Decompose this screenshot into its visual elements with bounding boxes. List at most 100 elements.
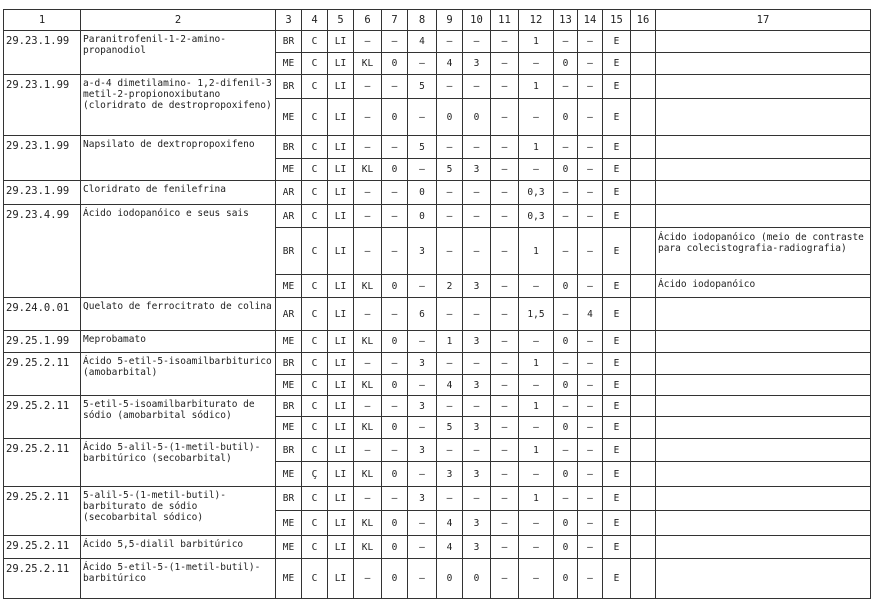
value-cell-col-5: LI: [327, 352, 354, 375]
substance-name-cell: a-d-4 dimetilamino- 1,2-difenil-3 metil-…: [80, 74, 276, 136]
value-cell-col-5: LI: [327, 74, 354, 99]
column-header-9: 9: [436, 9, 463, 31]
value-cell-col-6: –: [353, 135, 382, 159]
value-cell-col-3: ME: [275, 461, 302, 487]
value-cell-col-7: 0: [381, 330, 408, 353]
value-cell-col-14: –: [577, 395, 603, 417]
value-cell-col-16: [630, 227, 656, 275]
value-cell-col-15: E: [602, 158, 631, 181]
table-row: 29.23.4.99 Ácido iodopanóico e seus sais A…: [3, 204, 871, 298]
table-row: 29.23.1.99 Napsilato de dextropropoxifeno…: [3, 135, 871, 181]
value-cell-col-6: –: [353, 297, 382, 331]
value-cell-col-5: LI: [327, 486, 354, 511]
substance-name-cell: Ácido iodopanóico e seus sais: [80, 204, 276, 298]
column-header-2: 2: [80, 9, 276, 31]
value-cell-col-6: –: [353, 74, 382, 99]
value-cell-col-16: [630, 461, 656, 487]
remark-cell: [655, 180, 871, 205]
value-cell-col-15: E: [602, 180, 631, 205]
table-row: ME C LI KL 0–2 3– –0– E Ácido iodopanóico: [4, 274, 871, 298]
value-cell-col-12: –: [518, 558, 554, 599]
value-cell-col-5: LI: [327, 461, 354, 487]
value-cell-col-11: –: [490, 438, 519, 462]
value-cell-col-16: [630, 135, 656, 159]
value-cell-col-16: [630, 416, 656, 439]
value-cell-col-16: [630, 98, 656, 136]
value-cell-col-10: –: [462, 486, 491, 511]
value-cell-col-11: –: [490, 30, 519, 53]
value-cell-col-4: C: [301, 30, 328, 53]
value-cell-col-4: C: [301, 158, 328, 181]
value-cell-col-14: 4: [577, 297, 603, 331]
value-cell-col-4: C: [301, 135, 328, 159]
value-cell-col-15: E: [602, 30, 631, 53]
column-header-7: 7: [381, 9, 408, 31]
value-cell-col-11: –: [490, 374, 519, 396]
remark-cell: [655, 330, 871, 353]
table-row: BR C LI – –3– – –1– – E Ácido iodopanóico (meio d…: [4, 227, 871, 275]
value-cell-col-14: –: [577, 330, 603, 353]
value-cell-col-8: 3: [407, 395, 437, 417]
value-cell-col-5: LI: [327, 558, 354, 599]
value-cell-col-15: E: [602, 486, 631, 511]
value-cell-col-3: ME: [275, 52, 302, 75]
value-cell-col-6: KL: [353, 416, 382, 439]
value-cell-col-14: –: [577, 135, 603, 159]
value-cell-col-14: –: [577, 352, 603, 375]
value-cell-col-6: –: [353, 438, 382, 462]
value-cell-col-4: C: [301, 374, 328, 396]
value-cell-col-10: 0: [462, 98, 491, 136]
value-cell-col-12: 1: [518, 227, 554, 275]
value-cell-col-8: –: [407, 330, 437, 353]
value-cell-col-15: E: [602, 416, 631, 439]
value-cell-col-5: LI: [327, 297, 354, 331]
value-cell-col-10: –: [462, 204, 491, 228]
value-cell-col-5: LI: [327, 374, 354, 396]
code-cell: 29.23.1.99: [3, 74, 81, 136]
value-cell-col-12: –: [518, 535, 554, 559]
value-cell-col-12: 1: [518, 352, 554, 375]
value-cell-col-9: 4: [436, 535, 463, 559]
value-cell-col-8: –: [407, 510, 437, 536]
value-cell-col-8: 0: [407, 204, 437, 228]
value-cell-col-16: [630, 204, 656, 228]
value-cell-col-15: E: [602, 374, 631, 396]
value-cell-col-9: –: [436, 135, 463, 159]
value-cell-col-7: –: [381, 438, 408, 462]
column-header-1: 1: [3, 9, 81, 31]
value-cell-col-16: [630, 158, 656, 181]
value-cell-col-5: LI: [327, 30, 354, 53]
value-cell-col-13: –: [553, 438, 578, 462]
value-cell-col-16: [630, 510, 656, 536]
value-cell-col-16: [630, 486, 656, 511]
value-cell-col-11: –: [490, 486, 519, 511]
remark-cell: [655, 352, 871, 375]
value-cell-col-14: –: [577, 30, 603, 53]
value-cell-col-10: –: [462, 30, 491, 53]
value-cell-col-3: ME: [275, 558, 302, 599]
substance-name-cell: Ácido 5-etil-5-(1-metil-butil)-barbitúri…: [80, 558, 276, 599]
remark-cell: Ácido iodopanóico: [655, 274, 871, 298]
value-cell-col-6: –: [353, 180, 382, 205]
table-row: 29.24.0.01 Quelato de ferrocitrato de col…: [3, 297, 871, 331]
value-cell-col-14: –: [577, 486, 603, 511]
table-row: 29.25.2.11 5-etil-5-isoamilbarbiturato de…: [3, 395, 871, 439]
value-cell-col-16: [630, 30, 656, 53]
substance-table: 1 2 3 4 5 6 7 8 9 10 11 12 13 14 15 16 17 29.23.1.99 Para…: [3, 9, 871, 599]
value-cell-col-11: –: [490, 274, 519, 298]
value-cell-col-10: 3: [462, 158, 491, 181]
value-cell-col-13: –: [553, 135, 578, 159]
value-cell-col-7: 0: [381, 98, 408, 136]
value-cell-col-11: –: [490, 510, 519, 536]
value-cell-col-9: –: [436, 438, 463, 462]
substance-name-cell: 5-alil-5-(1-metil-butil)-barbiturato de …: [80, 486, 276, 536]
value-cell-col-12: 0,3: [518, 180, 554, 205]
value-cell-col-4: C: [301, 558, 328, 599]
value-cell-col-9: 3: [436, 461, 463, 487]
value-cell-col-3: ME: [275, 510, 302, 536]
value-cell-col-8: –: [407, 274, 437, 298]
value-cell-col-12: –: [518, 461, 554, 487]
value-cell-col-10: 3: [462, 461, 491, 487]
value-cell-col-10: 3: [462, 374, 491, 396]
value-cell-col-7: –: [381, 74, 408, 99]
